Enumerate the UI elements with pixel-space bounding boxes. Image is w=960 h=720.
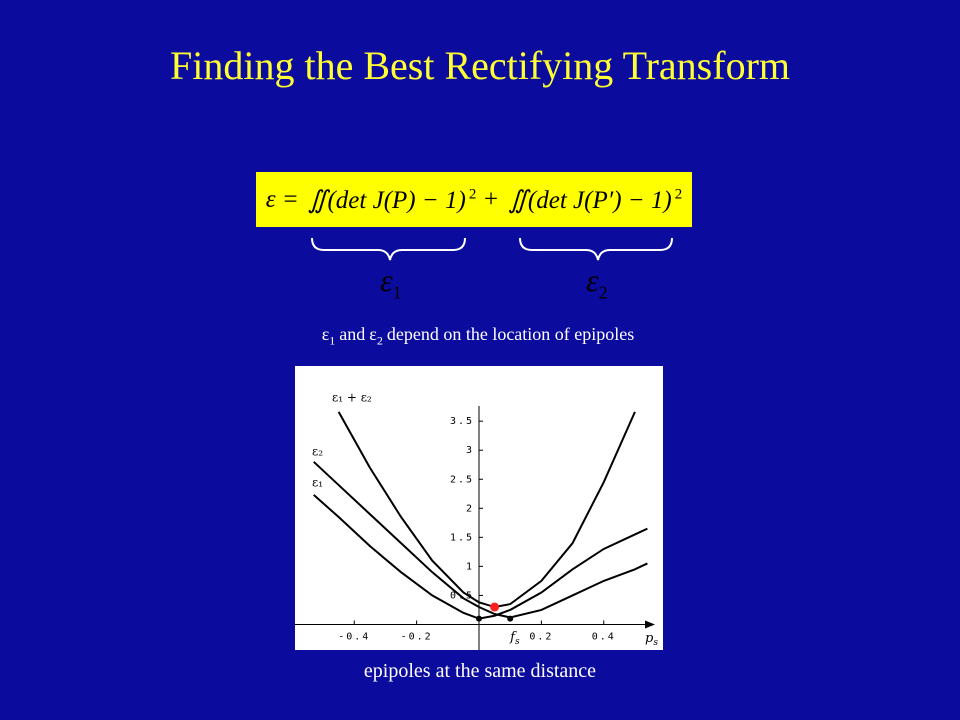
curve [337,411,636,609]
x-arrow [645,620,655,629]
x-tick-label: 0.2 [529,631,553,642]
c: ε [321,324,330,344]
c: ε [369,324,377,344]
y-tick-label: 3 [466,445,474,456]
eq-lhs: ε = [265,185,299,213]
c: and [339,324,366,344]
marker [476,615,482,622]
eq-exp: 2 [674,186,683,203]
symbol: ε [586,262,599,298]
c: depend on the location of epipoles [386,324,635,344]
symbol: ε [380,262,393,298]
x-tick-label: -0.4 [338,631,370,642]
slide-title: Finding the Best Rectifying Transform [170,43,790,88]
caption: ε1 and ε2 depend on the location of epipole… [0,324,960,349]
sub: 1 [392,282,402,303]
eq-term2: ∬(det J(P′) − 1) [508,186,672,214]
c: 2 [376,333,383,348]
label-main: p [645,631,654,646]
y-tick-label: 2 [466,503,474,514]
sub: 2 [598,282,608,303]
equation: ε = ∬(det J(P) − 1) 2 + ∬(det J(P′) − 1) 2 [256,172,692,227]
eq-term: ∬(det J(P) − 1) 2 [305,185,477,215]
eq-plus: + [482,185,500,213]
footer: epipoles at the same distance [363,660,597,682]
label-sub: s [653,638,658,648]
axis-label: ps [645,631,658,648]
marker [490,602,500,612]
axis-label: fs [509,630,520,647]
x-tick-label: -0.2 [401,631,433,642]
y-tick-label: 1.5 [450,532,474,543]
y-tick-label: 3.5 [450,416,474,427]
series-label: ε₂ [312,445,323,459]
brace-label: ε2 [586,262,608,303]
series-label: ε₁ [312,476,323,490]
c: 1 [329,333,336,348]
brace [311,237,466,261]
label-main: f [509,630,517,645]
label-sub: s [515,637,520,647]
brace-label: ε1 [380,262,402,303]
eq-exp: 2 [468,186,477,203]
marker [507,615,514,622]
brace [519,237,673,261]
x-tick-label: 0.4 [592,631,616,642]
curve [313,461,648,619]
series-label: ε₁ + ε₂ [332,391,372,405]
y-tick-label: 2.5 [450,474,474,485]
eq-term1: ∬(det J(P) − 1) [307,186,466,214]
eq-term: ∬(det J(P′) − 1) 2 [505,185,682,215]
curve [313,494,648,620]
y-tick-label: 1 [466,561,474,572]
